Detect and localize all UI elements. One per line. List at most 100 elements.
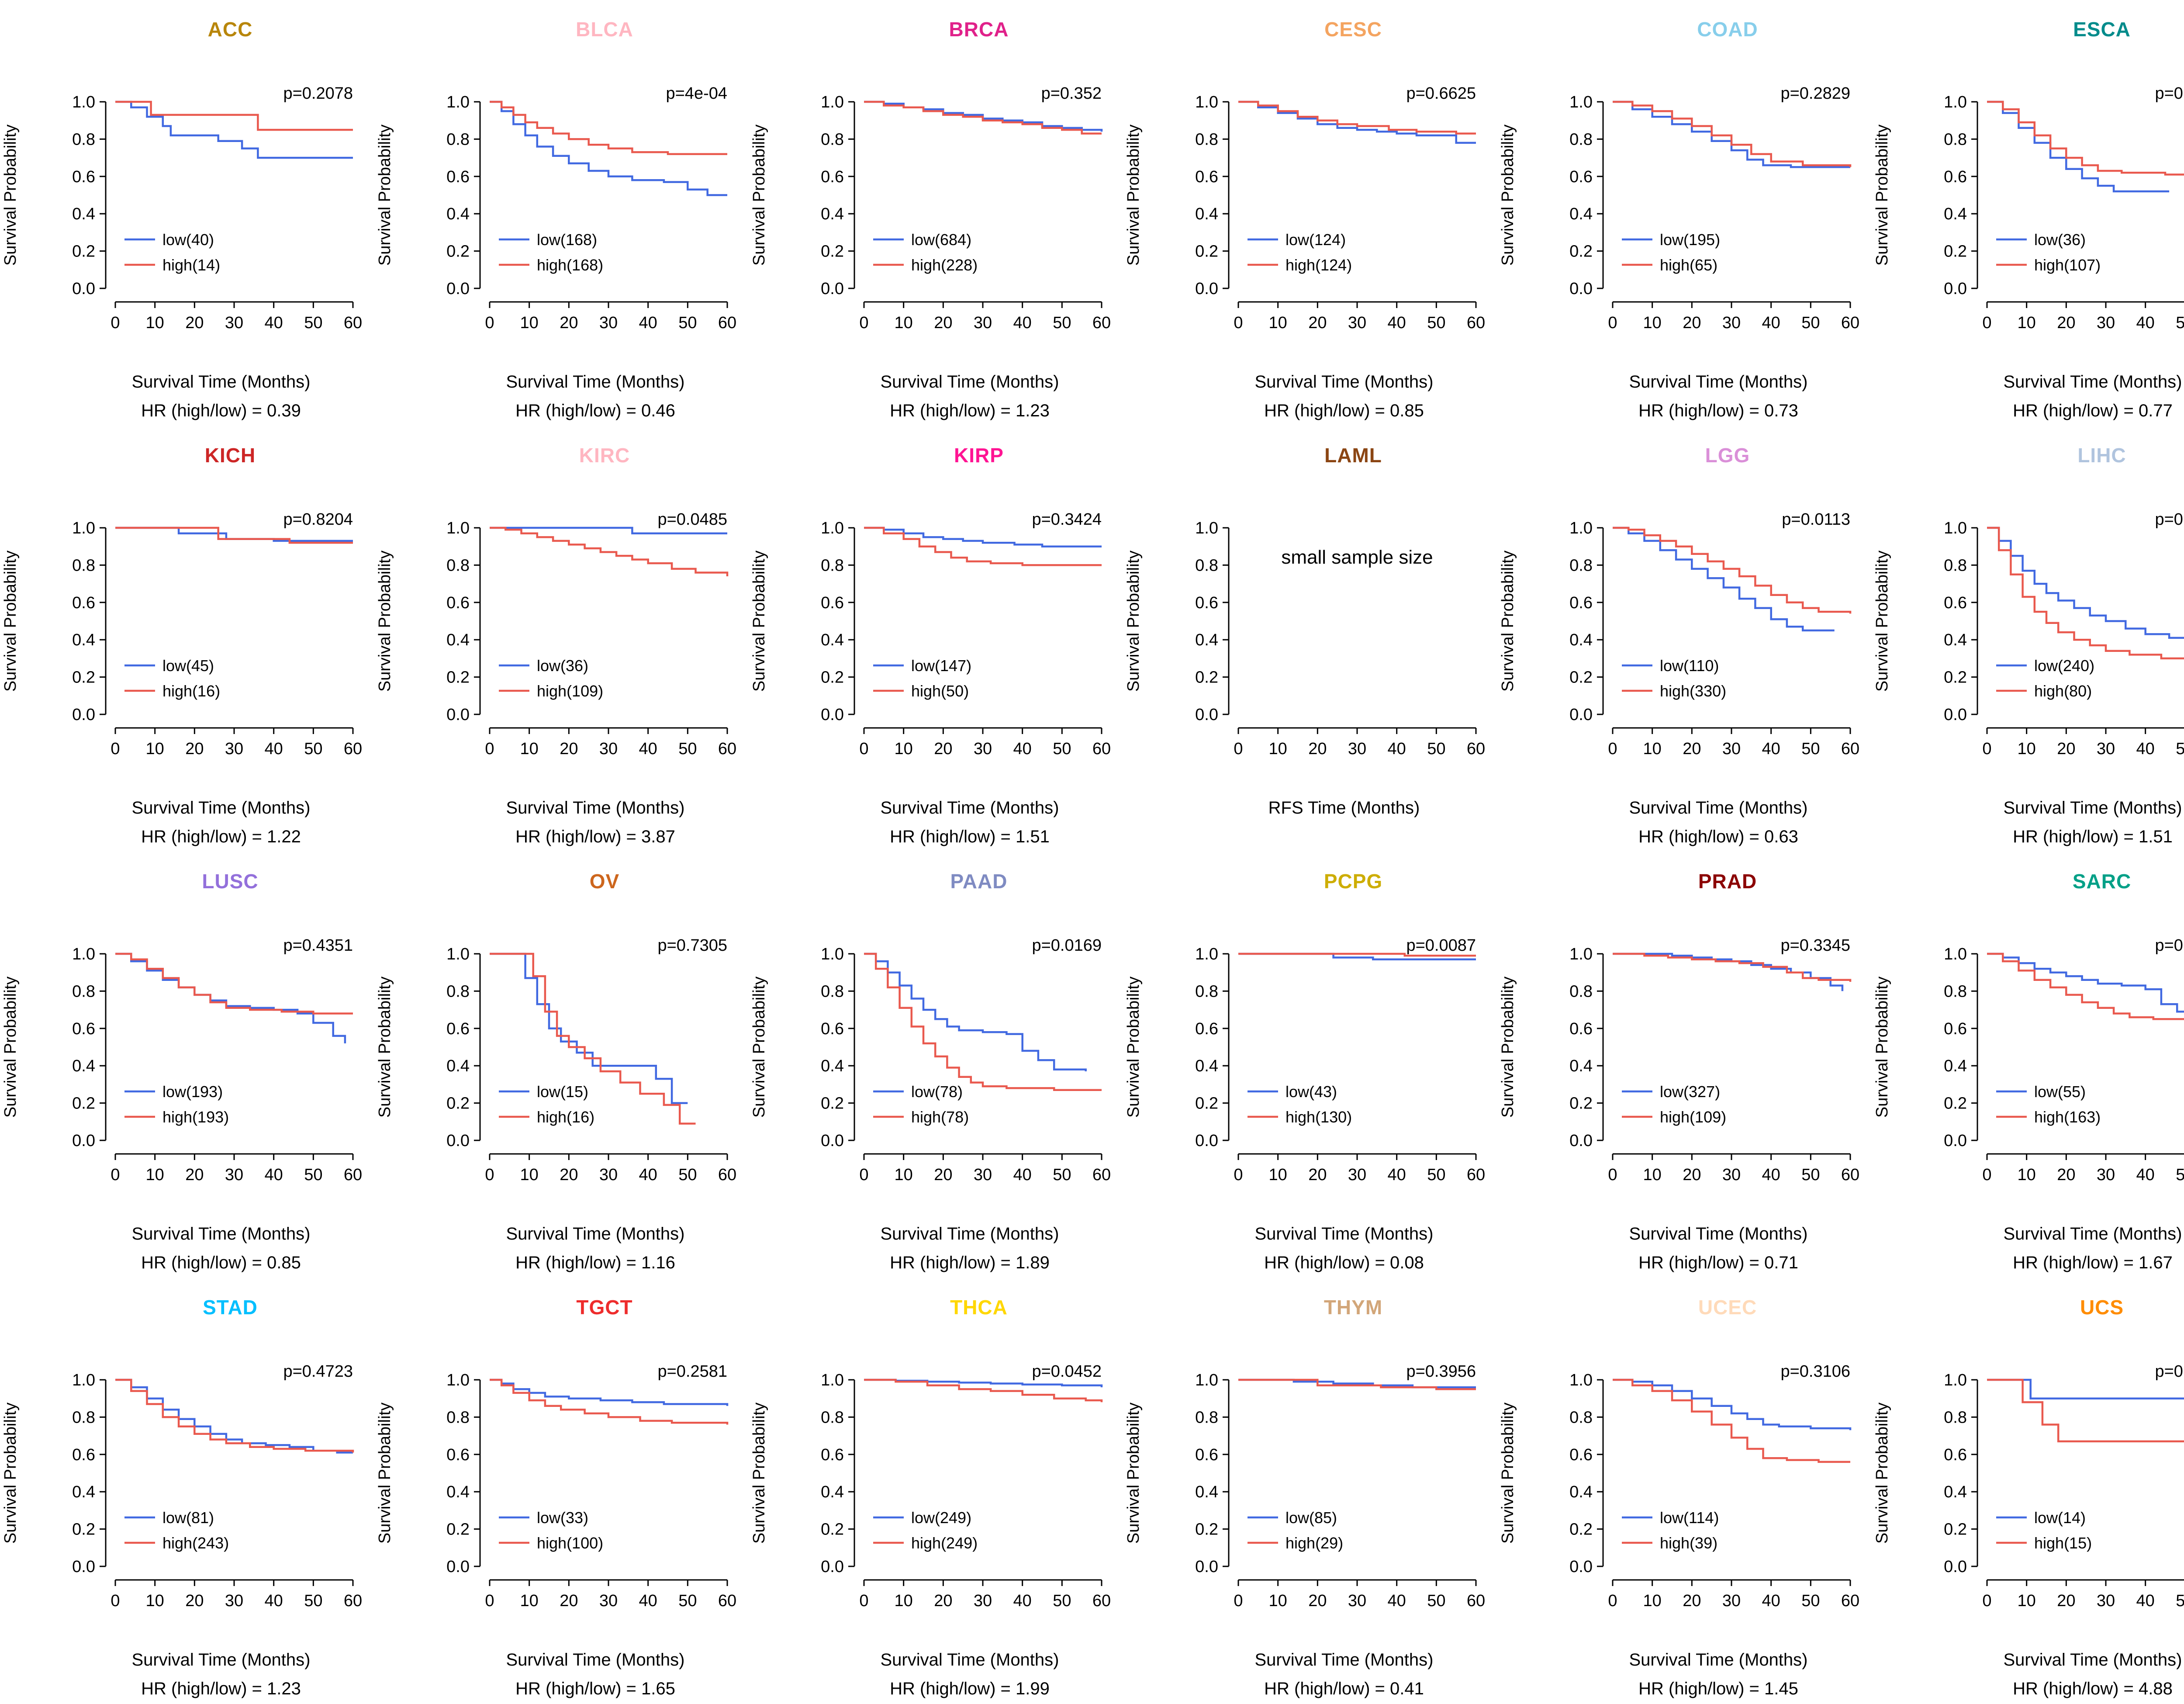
- x-tick-label: 40: [1013, 740, 1032, 758]
- x-tick-label: 0: [1982, 740, 1991, 758]
- km-plot: 0.0 0.2 0.4 0.6 0.8 1.0 0 10 20 30 40 50 60 Survival …: [750, 1362, 1111, 1610]
- y-tick-label: 0.0: [446, 1132, 470, 1150]
- p-value-label: p=0.4351: [283, 936, 353, 955]
- survival-panel-sarc: SARC0.00.20.40.60.81.00102030405060Survi…: [1872, 852, 2184, 1278]
- x-tick-label: 30: [1348, 1166, 1366, 1184]
- hazard-ratio-label: HR (high/low) = 0.46: [515, 401, 675, 420]
- y-axis-title: Survival Probability: [750, 551, 768, 692]
- km-plot: 0.0 0.2 0.4 0.6 0.8 1.0 0 10 20 30 40 50 60 Survival …: [1124, 84, 1485, 332]
- km-curve-low: [864, 526, 1102, 547]
- y-tick-label: 0.4: [1569, 205, 1593, 223]
- survival-panel-ucs: UCS0.00.20.40.60.81.00102030405060Surviv…: [1872, 1278, 2184, 1704]
- y-tick-label: 0.2: [446, 1520, 470, 1539]
- y-tick-label: 0.2: [1944, 242, 1967, 261]
- panel-title: UCEC: [1698, 1296, 1757, 1319]
- x-tick-label: 10: [1643, 1166, 1662, 1184]
- x-tick-label: 40: [639, 314, 657, 332]
- x-tick-label: 50: [1427, 314, 1445, 332]
- legend-label-low: low(85): [1286, 1509, 1337, 1527]
- y-tick-label: 1.0: [1944, 93, 1967, 111]
- legend-label-low: low(43): [1286, 1083, 1337, 1101]
- km-plot: 0.0 0.2 0.4 0.6 0.8 1.0 0 10 20 30 40 50 60 Survival …: [1499, 936, 1859, 1184]
- p-value-label: p=0.1026: [2155, 936, 2184, 955]
- y-tick-label: 0.4: [1944, 1483, 1967, 1501]
- x-tick-label: 20: [185, 740, 204, 758]
- hazard-ratio-label: HR (high/low) = 3.87: [515, 827, 675, 846]
- y-tick-label: 0.0: [821, 706, 844, 724]
- x-tick-label: 50: [678, 1166, 697, 1184]
- y-tick-label: 1.0: [821, 93, 844, 111]
- y-tick-label: 0.8: [1195, 982, 1218, 1001]
- x-tick-label: 10: [895, 740, 913, 758]
- y-tick-label: 0.2: [72, 242, 95, 261]
- survival-panel-lihc: LIHC0.00.20.40.60.81.00102030405060Survi…: [1872, 426, 2184, 852]
- x-tick-label: 50: [2176, 1592, 2184, 1610]
- km-curve-high: [1987, 100, 2184, 176]
- km-curve-high: [115, 526, 353, 544]
- x-tick-label: 50: [2176, 314, 2184, 332]
- y-tick-label: 0.8: [1569, 1408, 1593, 1427]
- y-tick-label: 0.2: [446, 668, 470, 687]
- y-tick-label: 0.4: [1944, 1057, 1967, 1075]
- x-tick-label: 60: [1092, 314, 1111, 332]
- survival-panel-blca: BLCA 0.0 0.2 0.4 0.6 0.8 1.0 0 10 20 30 40 50 60 Survi…: [374, 0, 749, 426]
- x-axis-title: Survival Time (Months): [2003, 1650, 2182, 1669]
- y-tick-label: 0.6: [72, 1020, 95, 1038]
- y-tick-label: 1.0: [1944, 1371, 1967, 1389]
- x-tick-label: 50: [1801, 1592, 1820, 1610]
- y-tick-label: 0.0: [72, 280, 95, 298]
- legend-label-high: high(109): [1660, 1108, 1726, 1126]
- km-plot: 0.0 0.2 0.4 0.6 0.8 1.0 0 10 20 30 40 50 60 Survival …: [1, 936, 362, 1184]
- x-tick-label: 20: [1308, 740, 1327, 758]
- legend-label-high: high(50): [911, 682, 969, 700]
- x-tick-label: 60: [1841, 1166, 1859, 1184]
- x-tick-label: 30: [1722, 314, 1741, 332]
- x-tick-label: 0: [111, 740, 120, 758]
- x-tick-label: 0: [859, 314, 868, 332]
- x-tick-label: 40: [639, 1592, 657, 1610]
- hazard-ratio-label: HR (high/low) = 1.89: [890, 1253, 1050, 1272]
- y-tick-label: 0.2: [821, 668, 844, 687]
- x-tick-label: 60: [1467, 740, 1485, 758]
- km-curve-low: [115, 952, 346, 1043]
- x-axis-title: Survival Time (Months): [1254, 1650, 1434, 1669]
- km-curve-low: [1987, 526, 2184, 639]
- km-curve-low: [115, 100, 353, 159]
- hazard-ratio-label: HR (high/low) = 0.85: [141, 1253, 301, 1272]
- p-value-label: p=0.3424: [1032, 510, 1102, 529]
- y-tick-label: 0.6: [72, 168, 95, 186]
- x-tick-label: 40: [265, 1166, 283, 1184]
- p-value-label: p=0.0087: [1406, 936, 1476, 955]
- x-tick-label: 20: [185, 1592, 204, 1610]
- legend-label-low: low(81): [162, 1509, 214, 1527]
- km-plot: 0.0 0.2 0.4 0.6 0.8 1.0 0 10 20 30 40 50 60 Survival …: [1124, 519, 1485, 758]
- x-tick-label: 30: [1348, 314, 1366, 332]
- x-tick-label: 20: [560, 1592, 578, 1610]
- km-curve-high: [1238, 952, 1476, 957]
- y-tick-label: 0.4: [1944, 205, 1967, 223]
- x-tick-label: 10: [1643, 740, 1662, 758]
- x-tick-label: 20: [934, 1166, 952, 1184]
- x-tick-label: 60: [1092, 1592, 1111, 1610]
- hazard-ratio-label: HR (high/low) = 1.45: [1638, 1679, 1798, 1698]
- y-tick-label: 0.2: [72, 1520, 95, 1539]
- km-curve-low: [1987, 100, 2170, 193]
- x-tick-label: 30: [974, 1166, 992, 1184]
- km-curve-high: [490, 100, 727, 155]
- x-tick-label: 30: [1348, 1592, 1366, 1610]
- y-tick-label: 0.4: [1569, 1483, 1593, 1501]
- km-curve-high: [1987, 526, 2184, 660]
- x-tick-label: 50: [1427, 1166, 1445, 1184]
- x-tick-label: 40: [1013, 1166, 1032, 1184]
- km-curve-low: [490, 526, 727, 535]
- km-plot: 0.0 0.2 0.4 0.6 0.8 1.0 0 10 20 30 40 50 60 Survival …: [1, 1362, 362, 1610]
- y-tick-label: 0.2: [1569, 1094, 1593, 1113]
- x-tick-label: 20: [2057, 1166, 2075, 1184]
- y-axis-title: Survival Probability: [1873, 551, 1891, 692]
- hazard-ratio-label: HR (high/low) = 1.22: [141, 827, 301, 846]
- x-tick-label: 10: [2018, 1166, 2036, 1184]
- y-tick-label: 0.6: [1195, 1446, 1218, 1464]
- x-tick-label: 40: [2136, 1166, 2155, 1184]
- x-axis-title: Survival Time (Months): [506, 1650, 685, 1669]
- p-value-label: p=0.4725: [2155, 84, 2184, 103]
